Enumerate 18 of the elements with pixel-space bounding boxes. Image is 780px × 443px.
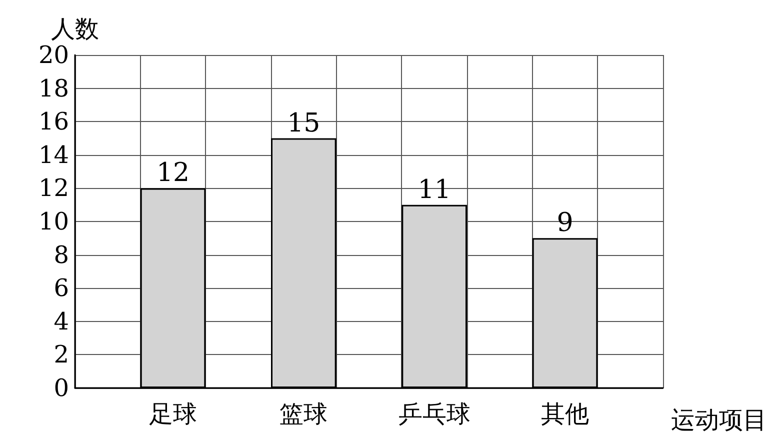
y-tick-label: 14 (38, 140, 69, 169)
y-tick-label: 12 (38, 174, 69, 202)
x-tick-label: 足球 (149, 400, 197, 428)
y-tick-label: 6 (54, 274, 69, 302)
data-label: 12 (156, 158, 190, 188)
y-tick-label: 4 (54, 307, 69, 336)
y-tick-label: 20 (38, 41, 69, 69)
x-tick-label: 其他 (541, 400, 589, 428)
y-tick-label: 16 (38, 108, 69, 136)
y-tick-label: 18 (38, 74, 69, 102)
y-tick-label: 8 (54, 240, 69, 269)
y-tick-label: 0 (54, 374, 69, 402)
y-axis-title: 人数 (51, 15, 99, 43)
x-tick-label: 乒乓球 (398, 400, 470, 428)
y-tick-label: 10 (38, 208, 69, 236)
x-axis-title: 运动项目 (671, 406, 767, 434)
y-tick-label: 2 (54, 340, 69, 369)
x-tick-label: 篮球 (280, 400, 328, 428)
